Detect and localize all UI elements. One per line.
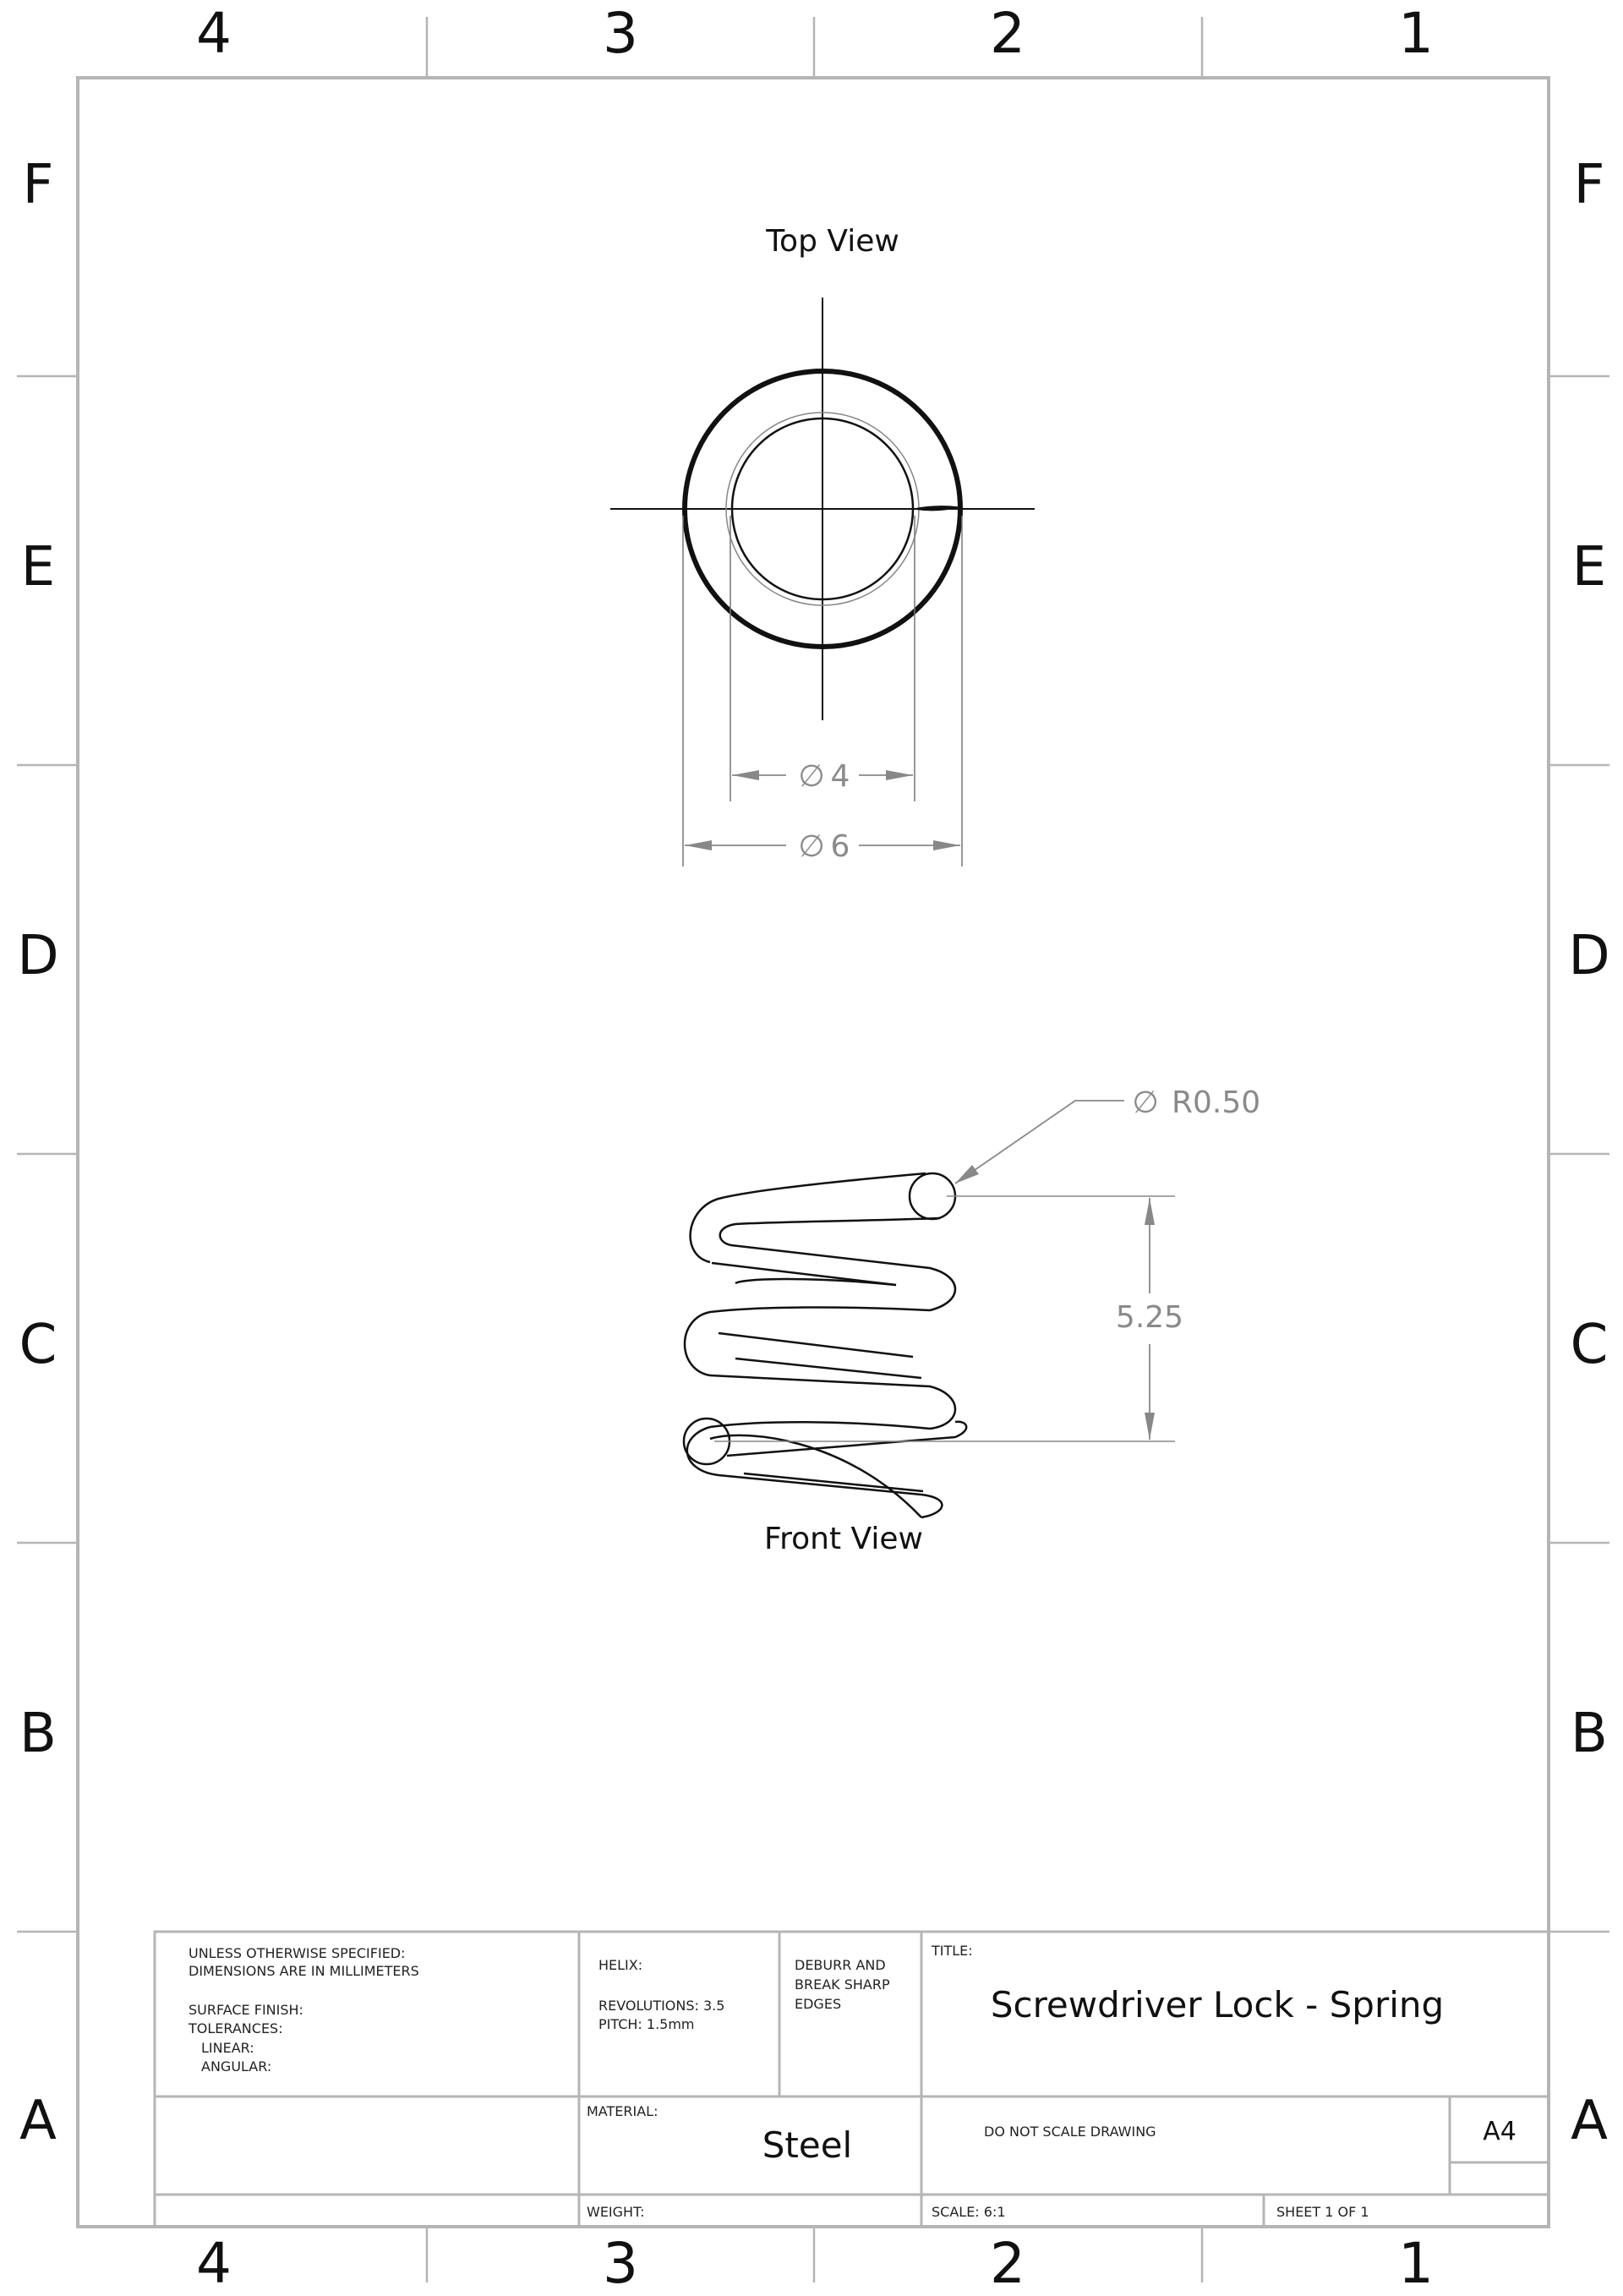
sheet-size: A4 [1483, 2117, 1516, 2146]
column-zone-labels-top: 4 3 2 1 [196, 1, 1434, 66]
helix-pitch: PITCH: 1.5mm [598, 2016, 695, 2032]
coil-outer-circle [682, 369, 963, 649]
material-value: Steel [762, 2124, 852, 2166]
zone-row-label: F [23, 154, 54, 216]
zone-row-label: D [17, 925, 58, 987]
weight-label: WEIGHT: [587, 2204, 644, 2220]
zone-col-label: 2 [990, 1, 1025, 66]
helix-revolutions: REVOLUTIONS: 3.5 [598, 1998, 724, 2014]
spring-height-dimension: 5.25 [714, 1195, 1183, 1442]
zone-col-label: 4 [196, 1, 232, 66]
zone-col-label: 3 [603, 1, 638, 66]
zone-row-label: C [19, 1314, 57, 1376]
do-not-scale-note: DO NOT SCALE DRAWING [984, 2124, 1156, 2140]
zone-row-label: B [1571, 1703, 1608, 1765]
deburr-note: DEBURR AND BREAK SHARP EDGES [795, 1957, 890, 2012]
front-view: ∅ R0.50 5.25 Front View [682, 1085, 1260, 1556]
deburr-line: DEBURR AND [795, 1957, 886, 1973]
inner-diameter-dimension: ∅ 4 [732, 759, 913, 794]
top-view: Top View ∅ 4 [610, 224, 1035, 866]
note-line: ANGULAR: [201, 2058, 271, 2075]
zone-col-label: 2 [990, 2231, 1025, 2296]
outer-diameter-dimension: ∅ 6 [685, 829, 960, 864]
zone-col-label: 1 [1398, 2231, 1434, 2296]
sheet-number: SHEET 1 OF 1 [1276, 2204, 1369, 2220]
title-block-notes: UNLESS OTHERWISE SPECIFIED: DIMENSIONS A… [188, 1945, 419, 2075]
scale-value: SCALE: 6:1 [932, 2204, 1006, 2220]
top-view-label: Top View [765, 224, 899, 259]
inner-diameter-value: 4 [831, 759, 850, 794]
title-block [153, 1930, 1550, 2228]
drawing-title: Screwdriver Lock - Spring [991, 1984, 1444, 2025]
note-line: SURFACE FINISH: [189, 2002, 303, 2018]
deburr-line: BREAK SHARP [795, 1976, 890, 1993]
zone-row-label: C [1571, 1314, 1609, 1376]
note-line: LINEAR: [201, 2040, 254, 2056]
title-label: TITLE: [931, 1943, 973, 1959]
note-line: DIMENSIONS ARE IN MILLIMETERS [189, 1963, 419, 1979]
zone-ticks [17, 17, 1609, 2282]
diameter-symbol: ∅ [1132, 1085, 1158, 1120]
zone-row-label: E [1572, 536, 1606, 599]
zone-col-label: 3 [603, 2231, 638, 2296]
diameter-symbol: ∅ [798, 829, 824, 864]
zone-row-label: F [1574, 154, 1605, 216]
front-view-label: Front View [764, 1522, 923, 1556]
wire-radius-callout: ∅ R0.50 [954, 1085, 1260, 1184]
zone-row-label: A [19, 2090, 57, 2152]
note-line: TOLERANCES: [188, 2020, 283, 2036]
spring-height-value: 5.25 [1116, 1300, 1183, 1335]
outer-diameter-value: 6 [831, 829, 850, 864]
dimension-extension-lines [682, 516, 963, 866]
zone-row-label: A [1571, 2090, 1608, 2152]
zone-col-label: 4 [196, 2231, 232, 2296]
helix-info: HELIX: REVOLUTIONS: 3.5 PITCH: 1.5mm [598, 1957, 724, 2032]
coil-inner-circle [730, 417, 915, 601]
zone-row-label: D [1568, 925, 1609, 987]
helix-label: HELIX: [598, 1957, 642, 1973]
row-zone-labels-left: F E D C B A [17, 154, 58, 2152]
column-zone-labels-bottom: 4 3 2 1 [196, 2231, 1434, 2296]
zone-row-label: B [19, 1703, 57, 1765]
diameter-symbol: ∅ [798, 759, 824, 794]
row-zone-labels-right: F E D C B A [1568, 154, 1609, 2152]
deburr-line: EDGES [795, 1996, 841, 2012]
spring-coils [682, 1172, 968, 1519]
note-line: UNLESS OTHERWISE SPECIFIED: [189, 1945, 406, 1961]
wire-end-mark [914, 506, 959, 511]
drawing-frame [76, 76, 1550, 2228]
wire-radius-value: R0.50 [1172, 1085, 1260, 1120]
zone-col-label: 1 [1398, 1, 1434, 66]
zone-row-label: E [21, 536, 55, 599]
material-label: MATERIAL: [587, 2103, 658, 2119]
